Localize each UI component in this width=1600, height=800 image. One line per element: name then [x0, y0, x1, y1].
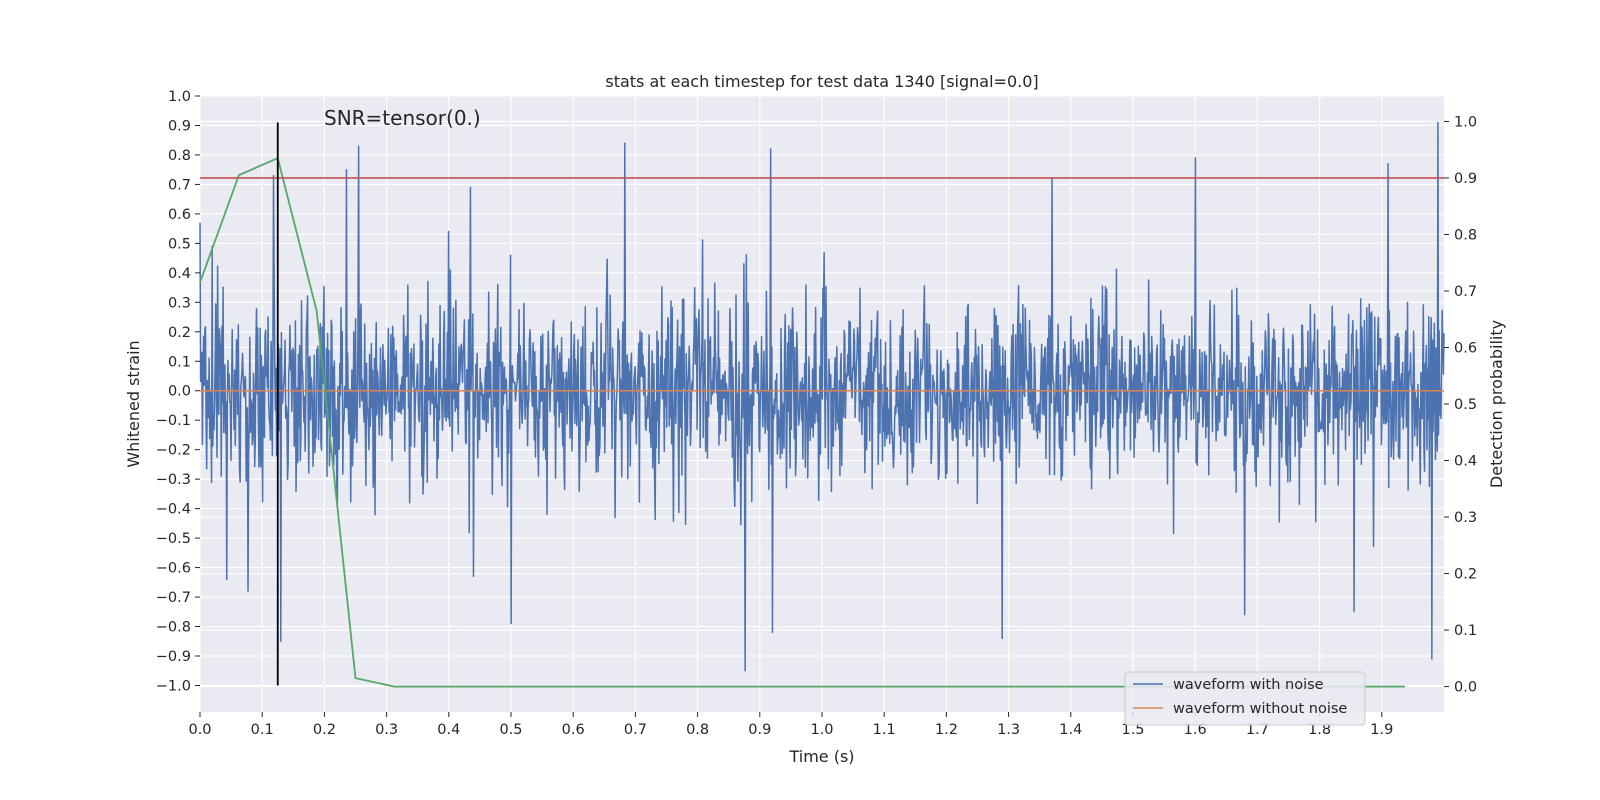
x-tick-label: 0.7	[624, 722, 647, 738]
y2-axis-label: Detection probability	[1487, 320, 1506, 488]
x-tick-label: 1.6	[1184, 722, 1207, 738]
x-tick-label: 1.9	[1370, 722, 1393, 738]
legend-label-waveform-with-noise: waveform with noise	[1173, 677, 1324, 693]
x-tick-label: 1.7	[1246, 722, 1269, 738]
x-tick-label: 0.1	[251, 722, 274, 738]
y-tick-label: 0.2	[168, 325, 191, 341]
y-tick-label: 0.0	[168, 384, 191, 400]
y-tick-label: −0.4	[156, 502, 191, 518]
y-tick-label: 0.6	[168, 207, 191, 223]
y-tick-label: −0.9	[156, 649, 191, 665]
x-tick-label: 0.3	[375, 722, 398, 738]
y-tick-label: 0.5	[168, 236, 191, 252]
x-tick-label: 0.6	[562, 722, 585, 738]
y-tick-label: −0.5	[156, 531, 191, 547]
y2-tick-label: 0.3	[1454, 510, 1477, 526]
y-axis-ticks: 1.0 0.9 0.8 0.7 0.6 0.5 0.4 0.3 0.2 0.1 0.0 −0.1 −0.…	[156, 89, 200, 694]
x-tick-label: 1.0	[810, 722, 833, 738]
y-tick-label: 0.8	[168, 148, 191, 164]
x-tick-label: 0.9	[748, 722, 771, 738]
legend-label-waveform-without-noise: waveform without noise	[1173, 701, 1347, 717]
y2-tick-label: 0.9	[1454, 171, 1477, 187]
legend: waveform with noise waveform without noi…	[1124, 671, 1366, 726]
y2-tick-label: 0.1	[1454, 623, 1477, 639]
x-tick-label: 0.0	[188, 722, 211, 738]
y2-tick-label: 0.4	[1454, 454, 1477, 470]
series-waveform-with-noise	[199, 121, 1445, 672]
y2-tick-label: 0.6	[1454, 340, 1477, 356]
chart-title: stats at each timestep for test data 134…	[605, 72, 1038, 91]
x-axis-ticks: 0.0 0.1 0.2 0.3 0.4 0.5 0.6 0.7 0.8 0.9 1.0 1.1 1.2 1…	[188, 712, 1393, 738]
x-tick-label: 1.4	[1059, 722, 1082, 738]
x-tick-label: 0.2	[313, 722, 336, 738]
y-tick-label: −0.6	[156, 561, 191, 577]
y-tick-label: 0.4	[168, 266, 191, 282]
y-tick-label: 0.1	[168, 354, 191, 370]
x-tick-label: 0.5	[499, 722, 522, 738]
y-tick-label: 1.0	[168, 89, 191, 105]
y2-tick-label: 0.7	[1454, 284, 1477, 300]
y-axis-label: Whitened strain	[124, 340, 143, 467]
reference-lines	[200, 122, 1444, 686]
x-tick-label: 0.4	[437, 722, 460, 738]
y2-axis-ticks: 1.0 0.9 0.8 0.7 0.6 0.5 0.4 0.3 0.2 0.1 0.0	[1444, 114, 1477, 696]
y-tick-label: −0.8	[156, 620, 191, 636]
x-tick-label: 0.8	[686, 722, 709, 738]
y2-tick-label: 0.2	[1454, 567, 1477, 583]
x-tick-label: 1.1	[873, 722, 896, 738]
x-axis-label: Time (s)	[788, 747, 854, 766]
y2-tick-label: 1.0	[1454, 114, 1477, 130]
snr-annotation: SNR=tensor(0.)	[324, 106, 481, 130]
y2-tick-label: 0.5	[1454, 397, 1477, 413]
y-tick-label: −0.1	[156, 413, 191, 429]
y-tick-label: −0.7	[156, 590, 191, 606]
x-tick-label: 1.8	[1308, 722, 1331, 738]
x-tick-label: 1.3	[997, 722, 1020, 738]
y-tick-label: 0.9	[168, 118, 191, 134]
y-tick-label: −1.0	[156, 678, 191, 694]
y2-tick-label: 0.8	[1454, 227, 1477, 243]
y2-tick-label: 0.0	[1454, 680, 1477, 696]
legend-box	[1124, 671, 1366, 726]
y-tick-label: 0.7	[168, 177, 191, 193]
y-tick-label: 0.3	[168, 295, 191, 311]
x-tick-label: 1.2	[935, 722, 958, 738]
y-tick-label: −0.2	[156, 443, 191, 459]
y-tick-label: −0.3	[156, 472, 191, 488]
x-tick-label: 1.5	[1121, 722, 1144, 738]
